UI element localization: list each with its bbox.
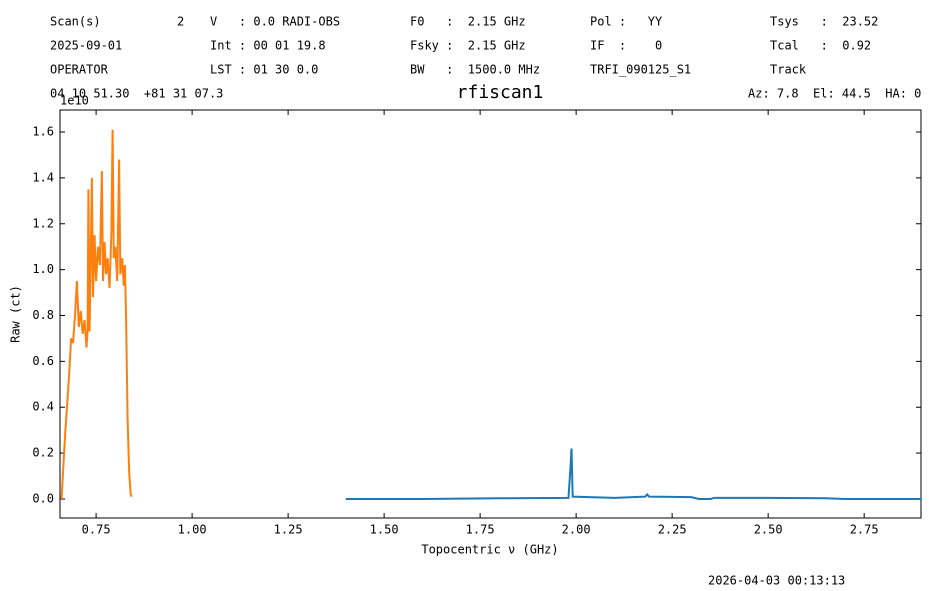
header-field: Fsky : 2.15 GHz [410,39,526,53]
chart-title: rfiscan1 [457,82,544,103]
y-tick-label: 0.4 [32,400,54,414]
y-tick-label: 0.6 [32,354,54,368]
header-field: F0 : 2.15 GHz [410,15,526,29]
footer-timestamp: 2026-04-03 00:13:13 [708,574,845,588]
header-field: LST : 01 30 0.0 [210,63,318,77]
x-tick-label: 2.25 [658,523,687,537]
y-axis-label: Raw (ct) [9,285,23,343]
plot-frame [59,109,922,519]
header-field: BW : 1500.0 MHz [410,63,540,77]
y-tick-label: 1.2 [32,216,54,230]
offset-label: 1e10 [60,94,89,108]
header-field: 2025-09-01 [50,39,122,53]
header-field: Int : 00 01 19.8 [210,39,326,53]
x-tick-label: 1.50 [370,523,399,537]
header-field: Az: 7.8 El: 44.5 HA: 0 [748,87,921,101]
x-tick-label: 1.75 [466,523,495,537]
x-axis-label: Topocentric ν (GHz) [421,543,558,557]
y-tick-label: 1.6 [32,125,54,139]
y-tick-label: 1.4 [32,170,54,184]
x-tick-label: 2.75 [850,523,879,537]
header-field: Track [770,63,807,77]
x-tick-label: 1.25 [274,523,303,537]
header-field: Pol : YY [590,15,663,29]
header-field: V : 0.0 RADI-OBS [210,15,340,29]
header-field: Tcal : 0.92 [770,39,871,53]
header-field: Scan(s) [50,15,101,29]
x-tick-label: 2.50 [754,523,783,537]
y-tick-label: 1.0 [32,262,54,276]
header-field: TRFI_090125_S1 [590,63,691,77]
header-field: IF : 0 [590,39,662,53]
x-tick-label: 2.00 [562,523,591,537]
spectrum-line [60,129,133,500]
header-field: 2 [177,15,184,29]
x-tick-label: 0.75 [82,523,111,537]
header-field: 04 10 51.30 +81 31 07.3 [50,87,223,101]
spectrum-line [345,448,922,500]
header-field: OPERATOR [50,63,109,77]
y-tick-label: 0.0 [32,491,54,505]
x-tick-label: 1.00 [178,523,207,537]
header-field: Tsys : 23.52 [770,15,878,29]
y-tick-label: 0.2 [32,446,54,460]
y-tick-label: 0.8 [32,308,54,322]
